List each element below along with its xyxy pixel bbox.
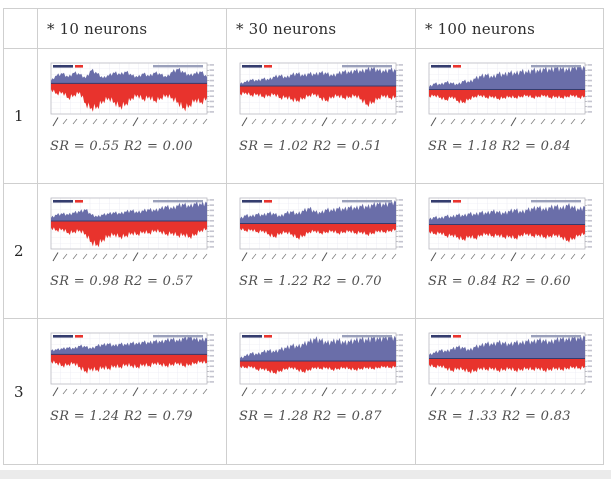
table-row: 1 SR = 0.55 R2 = 0.00 SR = 1.02 R2 = 0.5… xyxy=(3,48,604,184)
result-cell-r3c2: SR = 1.28 R2 = 0.87 xyxy=(226,318,416,465)
result-cell-r2c3: SR = 0.84 R2 = 0.60 xyxy=(415,183,604,319)
equity-drawdown-chart xyxy=(50,197,215,265)
table-row: 2 SR = 0.98 R2 = 0.57 SR = 1.22 R2 = 0.7… xyxy=(3,183,604,319)
table-row: 3 SR = 1.24 R2 = 0.79 SR = 1.28 R2 = 0.8… xyxy=(3,318,604,465)
equity-drawdown-chart xyxy=(239,62,404,130)
result-cell-r3c3: SR = 1.33 R2 = 0.83 xyxy=(415,318,604,465)
chart-caption: SR = 1.24 R2 = 0.79 xyxy=(50,409,193,424)
corner-cell xyxy=(3,8,38,49)
result-cell-r2c2: SR = 1.22 R2 = 0.70 xyxy=(226,183,416,319)
chart-caption: SR = 0.84 R2 = 0.60 xyxy=(428,274,571,289)
chart-caption: SR = 1.33 R2 = 0.83 xyxy=(428,409,571,424)
equity-drawdown-chart xyxy=(50,62,215,130)
equity-drawdown-chart xyxy=(428,197,593,265)
chart-caption: SR = 0.55 R2 = 0.00 xyxy=(50,139,193,154)
result-cell-r1c3: SR = 1.18 R2 = 0.84 xyxy=(415,48,604,184)
row-label-1: 1 xyxy=(3,48,38,184)
result-cell-r1c2: SR = 1.02 R2 = 0.51 xyxy=(226,48,416,184)
chart-caption: SR = 1.28 R2 = 0.87 xyxy=(239,409,382,424)
row-label-3: 3 xyxy=(3,318,38,465)
equity-drawdown-chart xyxy=(428,332,593,400)
equity-drawdown-chart xyxy=(428,62,593,130)
chart-caption: SR = 1.18 R2 = 0.84 xyxy=(428,139,571,154)
chart-caption: SR = 1.02 R2 = 0.51 xyxy=(239,139,382,154)
equity-drawdown-chart xyxy=(239,197,404,265)
page-bottom-strip xyxy=(0,470,611,479)
result-cell-r1c1: SR = 0.55 R2 = 0.00 xyxy=(37,48,227,184)
col-header-100-neurons: * 100 neurons xyxy=(415,8,604,49)
chart-caption: SR = 0.98 R2 = 0.57 xyxy=(50,274,193,289)
equity-drawdown-chart xyxy=(50,332,215,400)
chart-caption: SR = 1.22 R2 = 0.70 xyxy=(239,274,382,289)
equity-drawdown-chart xyxy=(239,332,404,400)
col-header-30-neurons: * 30 neurons xyxy=(226,8,416,49)
result-cell-r3c1: SR = 1.24 R2 = 0.79 xyxy=(37,318,227,465)
neuron-results-table: * 10 neurons * 30 neurons * 100 neurons … xyxy=(3,8,604,465)
header-row: * 10 neurons * 30 neurons * 100 neurons xyxy=(3,8,604,49)
row-label-2: 2 xyxy=(3,183,38,319)
col-header-10-neurons: * 10 neurons xyxy=(37,8,227,49)
result-cell-r2c1: SR = 0.98 R2 = 0.57 xyxy=(37,183,227,319)
